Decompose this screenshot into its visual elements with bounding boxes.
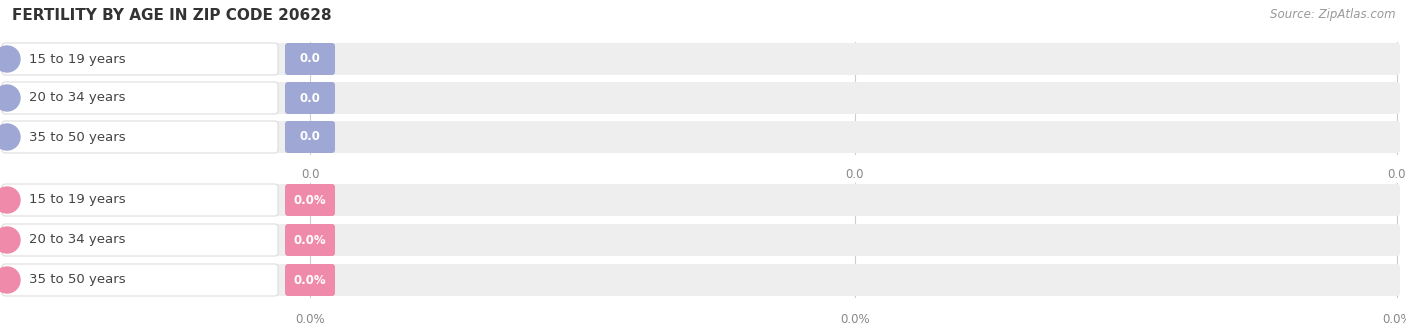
- FancyBboxPatch shape: [1, 264, 1400, 296]
- Text: 0.0: 0.0: [299, 53, 321, 66]
- FancyBboxPatch shape: [285, 264, 335, 296]
- Text: 0.0: 0.0: [846, 168, 865, 181]
- Circle shape: [0, 124, 20, 150]
- Circle shape: [0, 187, 20, 213]
- Text: 0.0%: 0.0%: [294, 273, 326, 287]
- Text: 35 to 50 years: 35 to 50 years: [30, 273, 125, 287]
- FancyBboxPatch shape: [1, 224, 1400, 256]
- FancyBboxPatch shape: [1, 43, 278, 75]
- FancyBboxPatch shape: [1, 184, 278, 216]
- Text: 15 to 19 years: 15 to 19 years: [30, 194, 125, 207]
- FancyBboxPatch shape: [285, 82, 335, 114]
- Text: 35 to 50 years: 35 to 50 years: [30, 130, 125, 144]
- Text: 0.0%: 0.0%: [841, 313, 870, 326]
- Text: 20 to 34 years: 20 to 34 years: [30, 233, 125, 247]
- Text: 15 to 19 years: 15 to 19 years: [30, 53, 125, 66]
- Circle shape: [0, 267, 20, 293]
- Text: 0.0: 0.0: [301, 168, 319, 181]
- Text: 20 to 34 years: 20 to 34 years: [30, 91, 125, 105]
- FancyBboxPatch shape: [1, 121, 278, 153]
- FancyBboxPatch shape: [1, 43, 1400, 75]
- FancyBboxPatch shape: [285, 224, 335, 256]
- FancyBboxPatch shape: [285, 184, 335, 216]
- Text: Source: ZipAtlas.com: Source: ZipAtlas.com: [1271, 8, 1396, 21]
- Text: 0.0%: 0.0%: [294, 233, 326, 247]
- FancyBboxPatch shape: [1, 82, 278, 114]
- FancyBboxPatch shape: [1, 82, 1400, 114]
- Text: 0.0%: 0.0%: [294, 194, 326, 207]
- FancyBboxPatch shape: [1, 224, 278, 256]
- Circle shape: [0, 46, 20, 72]
- Circle shape: [0, 227, 20, 253]
- FancyBboxPatch shape: [1, 121, 1400, 153]
- Text: FERTILITY BY AGE IN ZIP CODE 20628: FERTILITY BY AGE IN ZIP CODE 20628: [13, 8, 332, 23]
- FancyBboxPatch shape: [1, 184, 1400, 216]
- FancyBboxPatch shape: [1, 264, 278, 296]
- FancyBboxPatch shape: [285, 121, 335, 153]
- Text: 0.0%: 0.0%: [295, 313, 325, 326]
- Text: 0.0: 0.0: [299, 130, 321, 144]
- FancyBboxPatch shape: [285, 43, 335, 75]
- Text: 0.0: 0.0: [1388, 168, 1406, 181]
- Text: 0.0%: 0.0%: [1382, 313, 1406, 326]
- Text: 0.0: 0.0: [299, 91, 321, 105]
- Circle shape: [0, 85, 20, 111]
